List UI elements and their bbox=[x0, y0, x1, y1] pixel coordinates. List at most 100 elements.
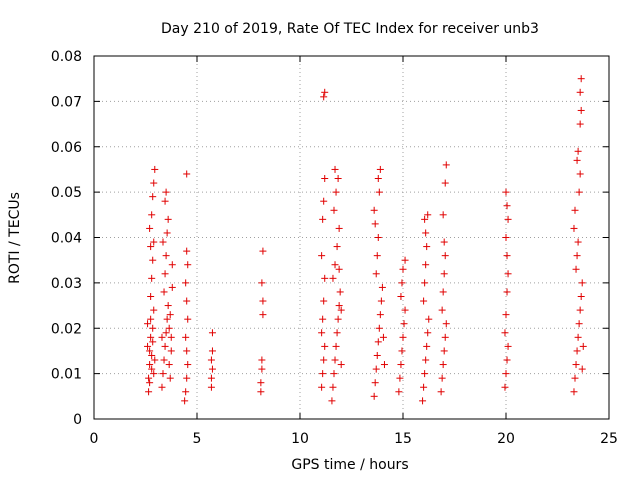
data-point bbox=[376, 311, 384, 319]
data-point bbox=[151, 165, 159, 173]
data-point bbox=[159, 370, 167, 378]
data-point bbox=[144, 320, 152, 328]
data-point bbox=[319, 215, 327, 223]
data-point bbox=[208, 365, 216, 373]
data-point bbox=[321, 175, 329, 183]
data-point bbox=[148, 274, 156, 282]
data-point bbox=[370, 392, 378, 400]
data-point bbox=[335, 265, 343, 273]
data-point bbox=[147, 243, 155, 251]
y-tick-label: 0.05 bbox=[51, 185, 82, 201]
data-point bbox=[181, 397, 189, 405]
data-point bbox=[149, 338, 157, 346]
data-point bbox=[144, 342, 152, 350]
data-point bbox=[575, 188, 583, 196]
data-point bbox=[420, 297, 428, 305]
data-point bbox=[334, 175, 342, 183]
data-point bbox=[183, 247, 191, 255]
data-point bbox=[163, 315, 171, 323]
data-point bbox=[164, 302, 172, 310]
data-point bbox=[571, 374, 579, 382]
data-point bbox=[571, 206, 579, 214]
data-point bbox=[148, 351, 156, 359]
data-point bbox=[258, 279, 266, 287]
data-point bbox=[578, 279, 586, 287]
data-point bbox=[183, 374, 191, 382]
data-point bbox=[331, 261, 339, 269]
data-point bbox=[166, 311, 174, 319]
y-axis-label: ROTI / TECUs bbox=[7, 192, 23, 284]
data-point bbox=[424, 211, 432, 219]
data-point bbox=[147, 315, 155, 323]
data-point bbox=[574, 238, 582, 246]
data-point bbox=[331, 356, 339, 364]
data-point bbox=[148, 365, 156, 373]
data-point bbox=[576, 88, 584, 96]
data-point bbox=[182, 279, 190, 287]
data-point bbox=[150, 238, 158, 246]
data-point bbox=[149, 193, 157, 201]
data-point bbox=[370, 206, 378, 214]
y-tick-label: 0.06 bbox=[51, 140, 82, 156]
data-point bbox=[318, 329, 326, 337]
data-point bbox=[502, 234, 510, 241]
data-point bbox=[258, 356, 266, 364]
data-point bbox=[147, 333, 155, 341]
data-point bbox=[441, 333, 449, 341]
data-point bbox=[503, 356, 511, 364]
y-tick-label: 0.02 bbox=[51, 321, 82, 337]
data-point bbox=[398, 347, 406, 355]
data-point bbox=[158, 383, 166, 391]
data-point bbox=[575, 320, 583, 328]
data-point bbox=[148, 211, 156, 219]
grid-lines bbox=[94, 56, 609, 419]
data-point bbox=[441, 252, 449, 260]
data-point bbox=[419, 397, 427, 405]
data-point bbox=[440, 347, 448, 355]
data-point bbox=[577, 292, 585, 300]
y-tick-label: 0.03 bbox=[51, 276, 82, 292]
y-tick-label: 0.04 bbox=[51, 231, 82, 247]
data-point bbox=[150, 306, 158, 314]
data-point bbox=[337, 306, 345, 314]
data-point bbox=[425, 315, 433, 323]
data-point bbox=[421, 215, 429, 223]
data-point bbox=[145, 374, 153, 382]
data-point bbox=[162, 252, 170, 260]
data-point bbox=[320, 93, 328, 101]
data-point bbox=[259, 311, 267, 319]
data-point bbox=[574, 333, 582, 341]
x-tick-label: 0 bbox=[90, 431, 99, 447]
data-point bbox=[162, 329, 170, 337]
data-point bbox=[160, 288, 168, 296]
data-point bbox=[570, 388, 578, 396]
data-point bbox=[183, 297, 191, 305]
data-point bbox=[166, 374, 174, 382]
data-point bbox=[337, 361, 345, 369]
y-tick-label: 0.01 bbox=[51, 367, 82, 383]
data-point bbox=[183, 170, 191, 178]
data-point bbox=[573, 156, 581, 164]
data-point bbox=[321, 88, 329, 96]
data-point bbox=[376, 165, 384, 173]
data-point bbox=[442, 161, 450, 169]
data-point bbox=[167, 333, 175, 341]
data-point bbox=[573, 347, 581, 355]
data-point bbox=[329, 274, 337, 282]
data-point bbox=[440, 270, 448, 278]
data-point bbox=[421, 370, 429, 378]
data-point bbox=[373, 252, 381, 260]
data-point bbox=[423, 342, 431, 350]
data-point bbox=[162, 188, 170, 196]
data-point bbox=[439, 211, 447, 219]
data-point bbox=[320, 356, 328, 364]
data-point bbox=[502, 188, 510, 196]
data-point bbox=[503, 288, 511, 296]
data-point bbox=[147, 292, 155, 300]
data-point bbox=[422, 229, 430, 237]
x-tick-label: 10 bbox=[291, 431, 309, 447]
x-tick-labels: 0 5 10 15 20 25 bbox=[90, 431, 618, 447]
data-point bbox=[420, 383, 428, 391]
x-tick-label: 20 bbox=[497, 431, 515, 447]
